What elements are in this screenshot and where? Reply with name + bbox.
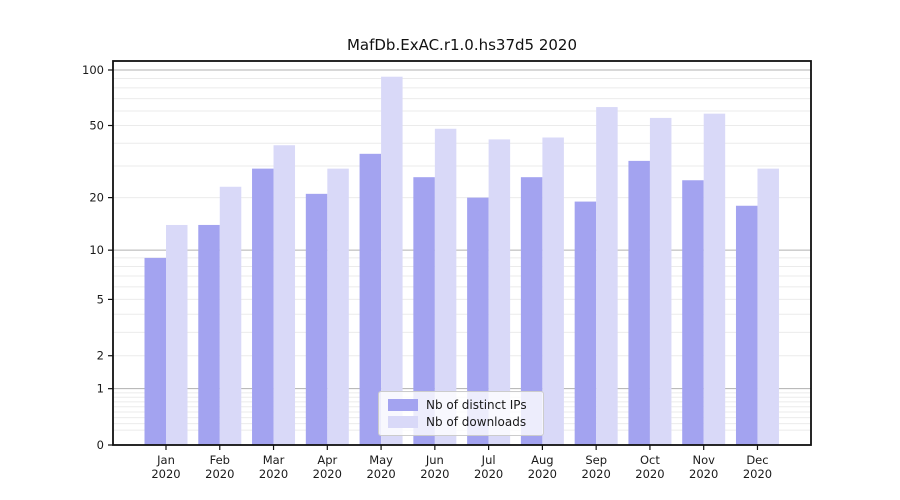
x-tick-label-month: Sep [585,453,607,467]
x-tick-label-year: 2020 [151,467,180,481]
legend-label-distinct-ips: Nb of distinct IPs [426,398,527,413]
y-tick-label: 0 [97,438,104,452]
y-tick-label: 50 [89,119,104,133]
x-tick-label-month: Mar [263,453,285,467]
legend-item-distinct-ips: Nb of distinct IPs [388,397,533,413]
y-tick-label: 100 [82,63,104,77]
bar-downloads-jun [434,128,457,445]
x-tick-label-month: Jan [156,453,175,467]
x-tick-label-month: Jun [425,453,444,467]
x-tick-label-month: Jul [481,453,496,467]
bar-distinct-ips-nov [682,180,704,445]
bar-distinct-ips-jan [144,257,166,445]
bar-distinct-ips-may [359,153,382,445]
bar-downloads-aug [542,137,564,445]
bar-downloads-dec [757,168,779,445]
x-tick-label-year: 2020 [420,467,449,481]
x-tick-label-month: Feb [210,453,230,467]
legend-swatch-downloads [388,415,418,428]
bar-distinct-ips-jun [413,177,435,445]
legend-label-downloads: Nb of downloads [426,414,527,429]
axes-frame [112,60,812,446]
x-tick-label-month: Nov [692,453,715,467]
y-tick-label: 10 [89,243,104,257]
legend-swatch-distinct-ips [388,399,418,412]
chart-title: MafDb.ExAC.r1.0.hs37d5 2020 [346,36,578,54]
x-tick-label-year: 2020 [689,467,718,481]
bar-distinct-ips-oct [628,160,650,445]
y-tick-label: 1 [97,382,104,396]
x-tick-label-month: Dec [746,453,768,467]
bar-distinct-ips-jul [467,197,489,445]
x-tick-label-year: 2020 [582,467,611,481]
x-tick-label-year: 2020 [474,467,503,481]
x-tick-label-year: 2020 [313,467,342,481]
y-tick-label: 20 [89,191,104,205]
x-tick-label-year: 2020 [205,467,234,481]
bar-downloads-nov [703,113,726,446]
bar-distinct-ips-feb [198,224,220,445]
x-tick-label-year: 2020 [259,467,288,481]
bar-distinct-ips-apr [305,193,328,445]
x-tick-label-month: Oct [640,453,660,467]
x-tick-label-month: Aug [531,453,553,467]
x-tick-label-year: 2020 [743,467,772,481]
bar-downloads-sep [596,107,618,446]
x-tick-label-year: 2020 [635,467,664,481]
bar-downloads-feb [219,186,242,445]
legend-item-downloads: Nb of downloads [388,414,533,430]
x-tick-label-month: Apr [317,453,337,467]
bar-downloads-may [381,76,403,445]
bar-downloads-mar [273,145,296,445]
bar-distinct-ips-sep [574,201,597,445]
bar-downloads-jan [166,224,188,445]
x-tick-label-year: 2020 [366,467,395,481]
bar-distinct-ips-dec [735,205,758,445]
y-tick-label: 5 [97,292,104,306]
legend: Nb of distinct IPs Nb of downloads [378,391,544,436]
bar-downloads-jul [488,139,511,445]
bar-distinct-ips-aug [520,177,543,445]
y-tick-label: 2 [97,349,104,363]
bar-downloads-apr [327,168,349,445]
bar-distinct-ips-mar [252,168,274,445]
x-tick-label-month: May [369,453,393,467]
bar-downloads-oct [649,117,672,446]
x-tick-label-year: 2020 [528,467,557,481]
